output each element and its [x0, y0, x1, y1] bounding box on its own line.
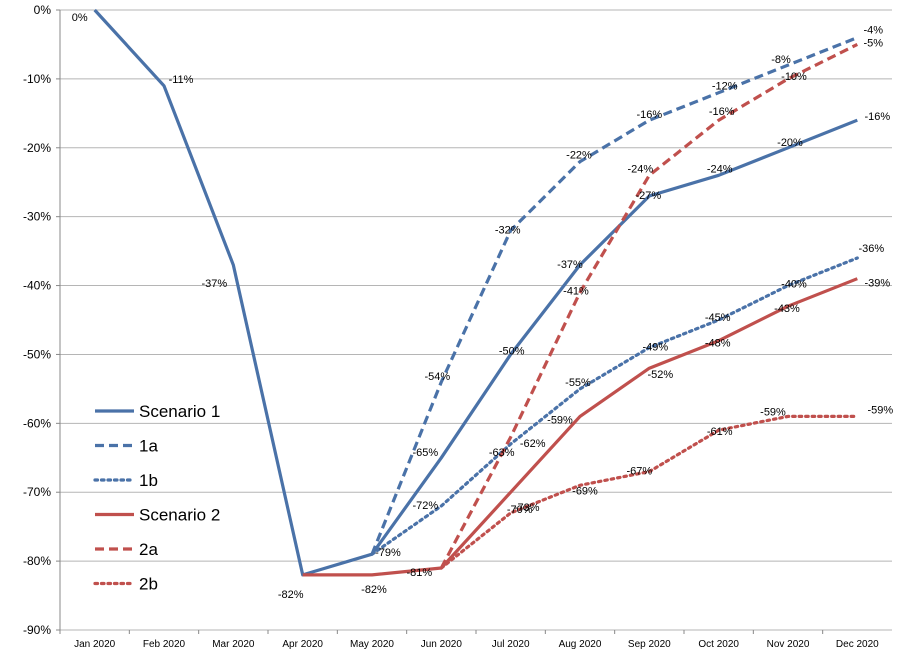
data-label: -10% [781, 71, 807, 83]
data-label: -11% [169, 74, 194, 86]
data-label: -82% [361, 584, 387, 596]
series-line-1b [370, 256, 859, 556]
legend-label: 2a [139, 540, 158, 559]
data-label: -69% [572, 485, 598, 497]
y-tick-label: -20% [23, 141, 51, 155]
data-label: -12% [712, 81, 738, 93]
data-label: -81% [406, 567, 432, 579]
y-axis: 0% -10% -20% -30% -40% -50% -60% -70% -80% -90% [23, 3, 61, 637]
series-line-2b [439, 414, 859, 570]
x-tick-label: Jul 2020 [492, 639, 530, 650]
x-axis: Jan 2020 Feb 2020 Mar 2020 Apr 2020 May 2020… [59, 630, 879, 650]
data-label: -73% [514, 502, 540, 514]
x-tick-label: Feb 2020 [143, 639, 186, 650]
x-tick-label: Aug 2020 [559, 639, 602, 650]
data-label: -72% [412, 500, 438, 512]
x-tick-label: Dec 2020 [836, 639, 879, 650]
data-label: -61% [707, 426, 733, 438]
data-label: -22% [566, 150, 592, 162]
data-label: -59% [760, 406, 786, 418]
series-line-2a [439, 42, 859, 569]
y-tick-label: -50% [23, 347, 51, 361]
data-label: -37% [201, 278, 227, 290]
data-label: -27% [635, 190, 661, 202]
data-label: -54% [424, 371, 450, 383]
data-label: -52% [647, 369, 673, 381]
x-tick-label: Mar 2020 [212, 639, 255, 650]
data-label: -4% [864, 25, 884, 37]
data-label: -20% [777, 137, 803, 149]
data-label: -65% [412, 447, 438, 459]
data-label: -8% [771, 54, 791, 66]
data-label: -62% [520, 438, 546, 450]
data-label: -41% [563, 285, 589, 297]
data-label: -48% [705, 338, 731, 350]
x-tick-label: Jan 2020 [74, 639, 116, 650]
data-label: -37% [557, 259, 583, 271]
y-tick-label: -70% [23, 485, 51, 499]
series-lines [93, 8, 859, 577]
data-label: -67% [626, 466, 652, 478]
x-tick-label: Nov 2020 [767, 639, 810, 650]
data-label: -24% [707, 163, 733, 175]
data-label: -82% [278, 589, 304, 601]
legend-label: Scenario 2 [139, 506, 220, 525]
y-tick-label: 0% [34, 3, 52, 17]
data-label: -39% [864, 278, 890, 290]
series-line-scenario-1 [93, 8, 858, 577]
series-line-1a [370, 36, 858, 555]
data-label: 0% [72, 12, 88, 24]
legend-label: Scenario 1 [139, 402, 220, 421]
data-label: -16% [636, 109, 662, 121]
x-tick-label: Sep 2020 [628, 639, 671, 650]
y-tick-label: -60% [23, 416, 51, 430]
data-label: -40% [781, 279, 807, 291]
x-tick-label: Jun 2020 [421, 639, 463, 650]
series-line-scenario-2 [302, 277, 858, 577]
data-labels: 0% -11% -37% -82% -79% -65% -50% -37% -27% -24% -2… [72, 12, 894, 601]
data-label: -36% [858, 243, 884, 255]
data-label: -59% [547, 414, 573, 426]
x-tick-label: Apr 2020 [282, 639, 323, 650]
legend-label: 1a [139, 437, 158, 456]
y-tick-label: -10% [23, 72, 51, 86]
y-tick-label: -90% [23, 623, 51, 637]
y-tick-label: -80% [23, 554, 51, 568]
y-tick-label: -40% [23, 279, 51, 293]
y-tick-label: -30% [23, 210, 51, 224]
data-label: -45% [705, 312, 731, 324]
data-label: -24% [627, 163, 653, 175]
legend-label: 1b [139, 471, 158, 490]
data-label: -32% [495, 224, 521, 236]
data-label: -50% [499, 345, 525, 357]
gridlines [60, 9, 892, 631]
data-label: -59% [867, 404, 893, 416]
data-label: -5% [864, 37, 884, 49]
data-label: -70% [507, 504, 533, 516]
data-label: -63% [489, 447, 515, 459]
x-tick-label: May 2020 [350, 639, 394, 650]
legend-label: 2b [139, 575, 158, 594]
x-tick-label: Oct 2020 [698, 639, 739, 650]
legend: Scenario 1 1a 1b Scenario 2 2a 2b [93, 402, 220, 594]
data-label: -49% [642, 342, 668, 354]
data-label: -16% [709, 106, 735, 118]
data-label: -16% [864, 111, 890, 123]
data-label: -43% [774, 303, 800, 315]
data-label: -79% [375, 547, 401, 559]
data-label: -55% [565, 377, 591, 389]
